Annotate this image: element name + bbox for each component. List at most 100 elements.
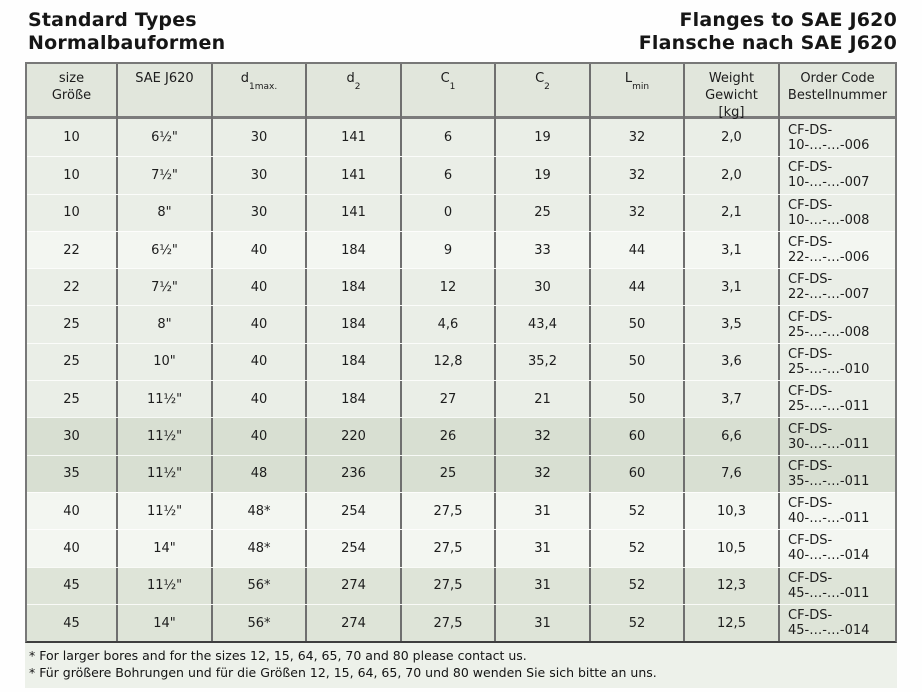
cell-lmin: 44 <box>591 231 685 269</box>
cell-sae-j620: 14" <box>118 530 213 567</box>
cell-d1max: 40 <box>213 381 307 418</box>
cell-c1: 9 <box>402 231 496 269</box>
cell-weight: 3,6 <box>685 343 780 381</box>
cell-d2: 254 <box>307 530 402 567</box>
cell-c2: 31 <box>496 604 591 642</box>
cell-weight: 12,5 <box>685 604 780 642</box>
cell-size: 25 <box>27 306 118 343</box>
cell-sae-j620: 10" <box>118 343 213 381</box>
cell-c2: 32 <box>496 418 591 455</box>
cell-sae-j620: 11½" <box>118 567 213 604</box>
column-header-d1max: d1max. <box>213 64 307 121</box>
cell-sae-j620: 14" <box>118 604 213 642</box>
cell-order-code: CF-DS-40-…-…-011 <box>788 496 870 527</box>
column-header-weight: Weight Gewicht [kg] <box>685 64 780 121</box>
cell-c1: 27,5 <box>402 492 496 530</box>
cell-sae-j620: 8" <box>118 194 213 231</box>
cell-c2: 35,2 <box>496 343 591 381</box>
cell-c1: 27,5 <box>402 567 496 604</box>
cell-size: 45 <box>27 567 118 604</box>
table-row: 10 8" 30 141 0 25 32 2,1 CF-DS-10-…-…-00… <box>27 193 895 231</box>
title-block: Standard Types Normalbauformen Flanges t… <box>28 9 897 55</box>
cell-lmin: 50 <box>591 343 685 381</box>
cell-d1max: 56* <box>213 567 307 604</box>
cell-sae-j620: 11½" <box>118 381 213 418</box>
cell-d2: 274 <box>307 567 402 604</box>
table-row: 25 10" 40 184 12,8 35,2 50 3,6 CF-DS-25-… <box>27 342 895 381</box>
cell-weight: 2,1 <box>685 194 780 231</box>
cell-lmin: 52 <box>591 530 685 567</box>
cell-sae-j620: 7½" <box>118 269 213 306</box>
cell-lmin: 32 <box>591 157 685 194</box>
column-header-c2: C2 <box>496 64 591 121</box>
cell-order-code: CF-DS-22-…-…-006 <box>788 235 870 266</box>
cell-size: 40 <box>27 530 118 567</box>
cell-c2: 31 <box>496 530 591 567</box>
page-subtitle-en: Flanges to SAE J620 <box>679 9 897 31</box>
cell-weight: 10,5 <box>685 530 780 567</box>
cell-lmin: 52 <box>591 604 685 642</box>
cell-c1: 0 <box>402 194 496 231</box>
cell-c1: 6 <box>402 119 496 157</box>
footnote-en: * For larger bores and for the sizes 12,… <box>29 648 527 664</box>
table-row: 22 6½" 40 184 9 33 44 3,1 CF-DS-22-…-…-0… <box>27 230 895 269</box>
cell-sae-j620: 6½" <box>118 231 213 269</box>
cell-d2: 236 <box>307 455 402 492</box>
cell-order-code: CF-DS-40-…-…-014 <box>788 533 870 564</box>
cell-weight: 10,3 <box>685 492 780 530</box>
column-header-order-code: Order Code Bestellnummer <box>787 71 888 103</box>
column-header-c1: C1 <box>402 64 496 121</box>
table-row: 35 11½" 48 236 25 32 60 7,6 CF-DS-35-…-…… <box>27 454 895 492</box>
table-row: 45 14" 56* 274 27,5 31 52 12,5 CF-DS-45-… <box>27 603 895 642</box>
cell-weight: 3,5 <box>685 306 780 343</box>
cell-weight: 3,1 <box>685 269 780 306</box>
cell-order-code: CF-DS-10-…-…-007 <box>788 160 870 191</box>
footnote-de: * Für größere Bohrungen und für die Größ… <box>29 665 657 681</box>
cell-d2: 220 <box>307 418 402 455</box>
cell-d2: 141 <box>307 119 402 157</box>
cell-c1: 27 <box>402 381 496 418</box>
cell-sae-j620: 11½" <box>118 418 213 455</box>
cell-d2: 184 <box>307 269 402 306</box>
cell-d2: 184 <box>307 231 402 269</box>
cell-c2: 19 <box>496 157 591 194</box>
cell-weight: 6,6 <box>685 418 780 455</box>
cell-c2: 30 <box>496 269 591 306</box>
cell-sae-j620: 7½" <box>118 157 213 194</box>
cell-lmin: 60 <box>591 455 685 492</box>
cell-d1max: 48 <box>213 455 307 492</box>
cell-size: 30 <box>27 418 118 455</box>
cell-size: 25 <box>27 381 118 418</box>
cell-d2: 274 <box>307 604 402 642</box>
cell-sae-j620: 8" <box>118 306 213 343</box>
cell-lmin: 32 <box>591 194 685 231</box>
table-row: 10 7½" 30 141 6 19 32 2,0 CF-DS-10-…-…-0… <box>27 156 895 194</box>
cell-size: 10 <box>27 157 118 194</box>
cell-d1max: 30 <box>213 157 307 194</box>
cell-d1max: 30 <box>213 194 307 231</box>
table-row: 45 11½" 56* 274 27,5 31 52 12,3 CF-DS-45… <box>27 566 895 604</box>
cell-c1: 26 <box>402 418 496 455</box>
cell-size: 40 <box>27 492 118 530</box>
table-body: 10 6½" 30 141 6 19 32 2,0 CF-DS-10-…-…-0… <box>27 119 895 642</box>
cell-d2: 184 <box>307 306 402 343</box>
table-row: 40 11½" 48* 254 27,5 31 52 10,3 CF-DS-40… <box>27 491 895 530</box>
footnotes: * For larger bores and for the sizes 12,… <box>25 643 897 689</box>
cell-weight: 2,0 <box>685 157 780 194</box>
page-subtitle-de: Flansche nach SAE J620 <box>638 32 897 54</box>
table-row: 25 11½" 40 184 27 21 50 3,7 CF-DS-25-…-…… <box>27 380 895 418</box>
cell-size: 10 <box>27 119 118 157</box>
column-header-lmin: Lmin <box>591 64 685 121</box>
cell-d1max: 30 <box>213 119 307 157</box>
cell-c1: 12,8 <box>402 343 496 381</box>
cell-d2: 141 <box>307 157 402 194</box>
cell-c1: 4,6 <box>402 306 496 343</box>
cell-order-code: CF-DS-45-…-…-014 <box>788 608 870 638</box>
cell-size: 35 <box>27 455 118 492</box>
cell-order-code: CF-DS-25-…-…-008 <box>788 309 870 340</box>
cell-order-code: CF-DS-35-…-…-011 <box>788 458 870 489</box>
cell-d1max: 40 <box>213 306 307 343</box>
page-title: Standard Types Normalbauformen <box>28 9 225 55</box>
cell-size: 22 <box>27 269 118 306</box>
